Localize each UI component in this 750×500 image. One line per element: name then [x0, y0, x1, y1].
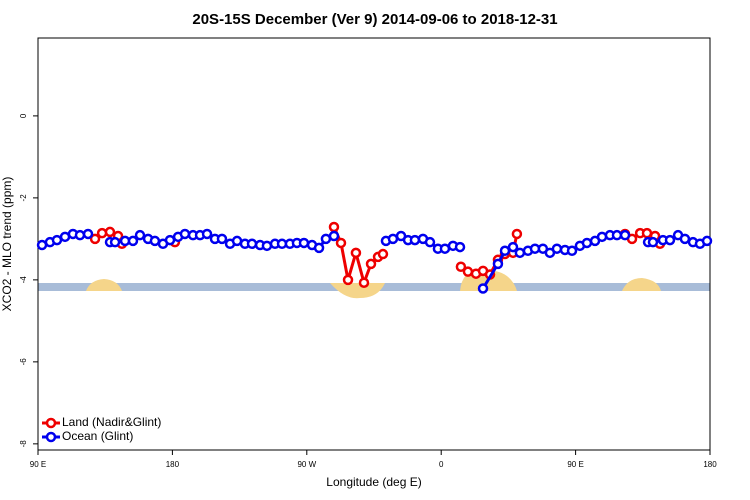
data-point	[164, 234, 176, 246]
data-point	[149, 235, 161, 247]
data-point	[328, 230, 340, 242]
data-point	[455, 261, 467, 273]
legend-label: Land (Nadir&Glint)	[62, 415, 161, 429]
data-point	[104, 226, 116, 238]
x-tick-label: 90 E	[567, 460, 583, 469]
x-tick-label: 180	[166, 460, 180, 469]
data-point	[261, 240, 273, 252]
data-point	[514, 247, 526, 259]
legend-label: Ocean (Glint)	[62, 429, 133, 443]
data-point	[454, 241, 466, 253]
data-point	[409, 234, 421, 246]
data-point	[365, 258, 377, 270]
y-tick-label: -2	[19, 194, 28, 202]
x-axis-label: Longitude (deg E)	[326, 475, 421, 489]
data-point	[647, 236, 659, 248]
data-point	[201, 228, 213, 240]
data-point	[387, 233, 399, 245]
data-point	[664, 234, 676, 246]
y-tick-label: 0	[19, 113, 28, 118]
x-tick-label: 0	[439, 460, 444, 469]
data-point	[641, 227, 653, 239]
data-point	[96, 227, 108, 239]
data-point	[358, 277, 370, 288]
data-point	[350, 247, 362, 259]
data-point	[424, 236, 436, 248]
data-point	[462, 266, 474, 277]
data-point	[328, 221, 340, 233]
data-point	[74, 229, 86, 241]
legend-marker	[45, 431, 57, 443]
data-point	[439, 243, 451, 254]
data-point	[551, 243, 563, 254]
y-tick-label: -4	[19, 276, 28, 284]
data-point	[313, 242, 325, 254]
data-point	[511, 228, 523, 240]
data-point	[127, 235, 139, 247]
y-axis-label: XCO2 - MLO trend (ppm)	[0, 177, 14, 312]
y-tick-label: -8	[19, 440, 28, 448]
data-point	[320, 233, 332, 245]
data-point	[109, 236, 121, 248]
data-point	[619, 229, 631, 241]
chart-title: 20S-15S December (Ver 9) 2014-09-06 to 2…	[192, 11, 557, 28]
x-tick-label: 90 E	[30, 460, 46, 469]
data-point	[298, 237, 310, 249]
data-point	[492, 258, 504, 270]
y-tick-label: -6	[19, 358, 28, 366]
legend: Land (Nadir&Glint)Ocean (Glint)	[42, 415, 161, 443]
land-patch	[330, 283, 385, 299]
data-point	[179, 228, 191, 240]
data-point	[216, 233, 228, 245]
land-patch	[86, 279, 122, 291]
data-point	[377, 248, 389, 260]
data-point	[499, 245, 511, 257]
x-tick-label: 90 W	[297, 460, 316, 469]
data-point	[581, 237, 593, 249]
data-point	[611, 229, 623, 241]
data-point	[51, 234, 63, 246]
data-point	[134, 229, 146, 241]
data-point	[566, 245, 578, 257]
land-patch	[622, 278, 661, 291]
x-tick-label: 180	[703, 460, 717, 469]
data-point	[507, 241, 519, 253]
data-point	[477, 283, 489, 294]
legend-marker	[45, 417, 57, 429]
data-point	[335, 237, 347, 249]
data-point	[701, 235, 713, 247]
data-point	[679, 233, 691, 245]
data-point	[246, 238, 258, 250]
data-point	[82, 228, 94, 240]
data-point	[342, 274, 354, 286]
data-point	[89, 233, 101, 245]
